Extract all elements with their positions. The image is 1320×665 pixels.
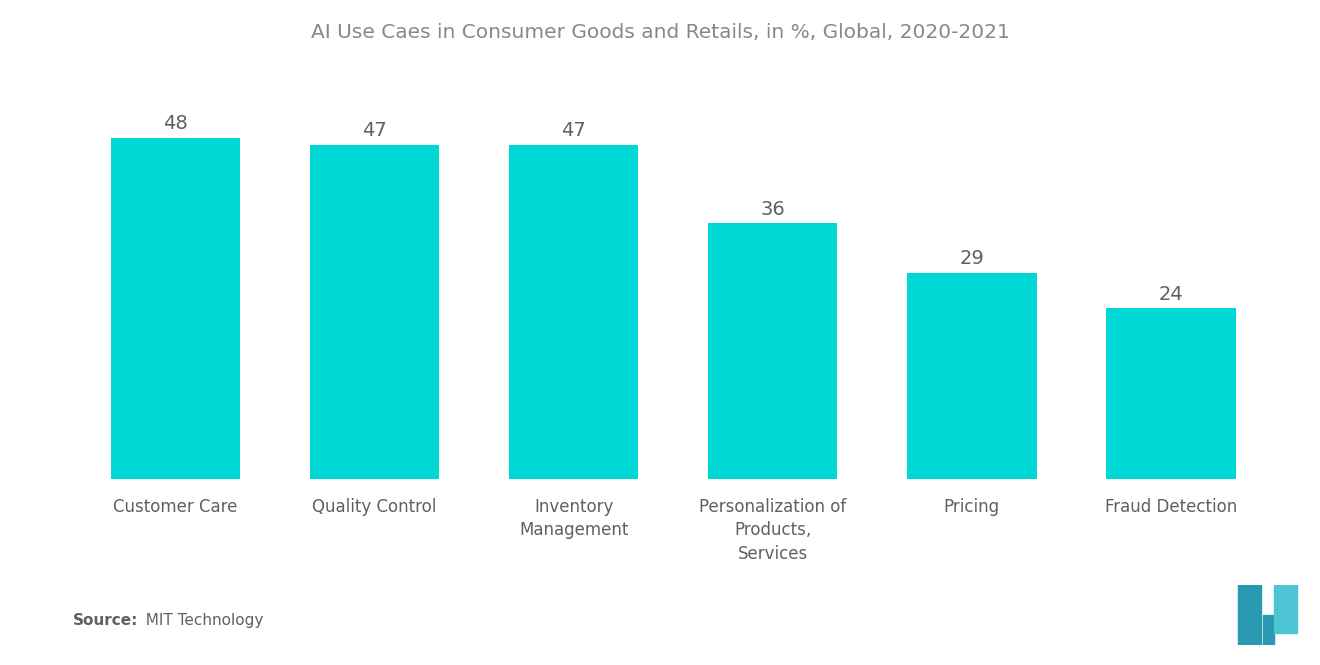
Bar bbox=[111, 138, 240, 479]
Text: 47: 47 bbox=[561, 122, 586, 140]
Bar bbox=[510, 145, 639, 479]
Text: 36: 36 bbox=[760, 200, 785, 219]
Text: AI Use Caes in Consumer Goods and Retails, in %, Global, 2020-2021: AI Use Caes in Consumer Goods and Retail… bbox=[310, 23, 1010, 43]
Bar bbox=[1263, 615, 1274, 645]
Bar bbox=[708, 223, 837, 479]
Text: MIT Technology: MIT Technology bbox=[136, 613, 263, 628]
Bar bbox=[1106, 308, 1236, 479]
Bar bbox=[1274, 585, 1298, 633]
Text: 47: 47 bbox=[362, 122, 387, 140]
Text: 29: 29 bbox=[960, 249, 985, 269]
Text: Source:: Source: bbox=[73, 613, 139, 628]
Text: 24: 24 bbox=[1159, 285, 1183, 304]
Bar bbox=[1238, 585, 1261, 645]
Bar bbox=[907, 273, 1036, 479]
Text: 48: 48 bbox=[164, 114, 187, 133]
Bar bbox=[310, 145, 440, 479]
